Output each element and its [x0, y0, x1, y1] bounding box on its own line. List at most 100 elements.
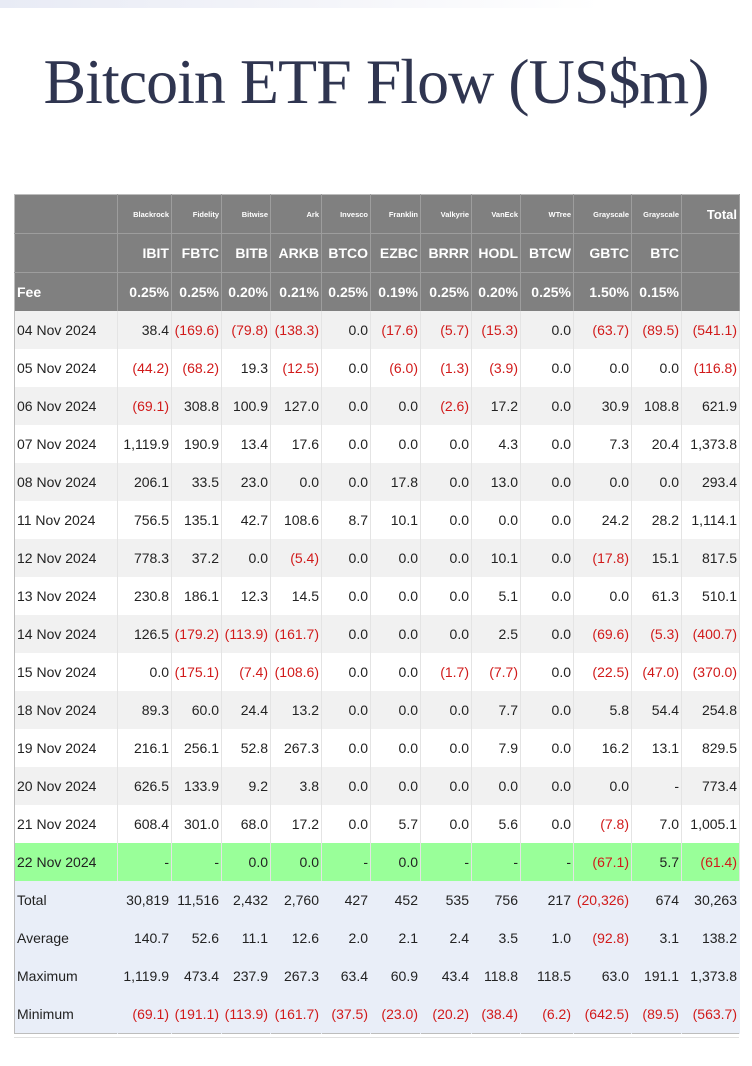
- flow-value: (89.5): [631, 311, 682, 349]
- flow-value: 5.6: [471, 805, 521, 843]
- flow-value: -: [171, 843, 222, 881]
- summary-value: (113.9): [221, 995, 271, 1034]
- summary-value: (161.7): [270, 995, 322, 1034]
- flow-value: (67.1): [573, 843, 632, 881]
- row-date: 21 Nov 2024: [14, 805, 118, 843]
- ticker-header: BRRR: [420, 233, 472, 273]
- flow-value: 12.3: [221, 577, 271, 615]
- summary-label: Average: [14, 919, 118, 957]
- summary-value: 2.4: [420, 919, 472, 957]
- summary-total: 30,263: [681, 881, 740, 919]
- header-corner: [14, 194, 118, 234]
- flow-value: 0.0: [520, 767, 574, 805]
- flow-value: 0.0: [573, 767, 632, 805]
- flow-row: 08 Nov 2024 206.1 33.5 23.0 0.0 0.0 17.8 0.0 13.…: [14, 463, 740, 501]
- summary-value: (37.5): [321, 995, 371, 1034]
- flow-value: (69.1): [117, 387, 172, 425]
- flow-value: 0.0: [520, 577, 574, 615]
- flow-value: 0.0: [370, 425, 421, 463]
- flow-row: 06 Nov 2024 (69.1) 308.8 100.9 127.0 0.0 0.0 (2…: [14, 387, 740, 425]
- flow-value: 17.6: [270, 425, 322, 463]
- flow-value: 0.0: [520, 615, 574, 653]
- flow-value: 0.0: [321, 805, 371, 843]
- summary-value: 535: [420, 881, 472, 919]
- flow-value: 0.0: [321, 425, 371, 463]
- flow-value: 0.0: [520, 691, 574, 729]
- flow-value: 42.7: [221, 501, 271, 539]
- flow-value: -: [631, 767, 682, 805]
- flow-value: 89.3: [117, 691, 172, 729]
- flow-value: 608.4: [117, 805, 172, 843]
- summary-value: 52.6: [171, 919, 222, 957]
- flow-value: 28.2: [631, 501, 682, 539]
- flow-value: 778.3: [117, 539, 172, 577]
- flow-value: 0.0: [573, 463, 632, 501]
- flow-value: 2.5: [471, 615, 521, 653]
- ticker-header: BTCW: [520, 233, 574, 273]
- flow-value: 0.0: [321, 767, 371, 805]
- flow-row: 05 Nov 2024 (44.2) (68.2) 19.3 (12.5) 0.0 (6.0…: [14, 349, 740, 387]
- flow-value: (1.7): [420, 653, 472, 691]
- page-title: Bitcoin ETF Flow (US$m): [43, 46, 709, 117]
- flow-value: (7.4): [221, 653, 271, 691]
- flow-value: 4.3: [471, 425, 521, 463]
- row-total: 293.4: [681, 463, 740, 501]
- fee-value: 0.25%: [171, 272, 222, 311]
- flow-value: 5.8: [573, 691, 632, 729]
- summary-value: 3.5: [471, 919, 521, 957]
- summary-value: (6.2): [520, 995, 574, 1034]
- row-date: 04 Nov 2024: [14, 311, 118, 349]
- row-total: 773.4: [681, 767, 740, 805]
- row-total: 817.5: [681, 539, 740, 577]
- row-total: (400.7): [681, 615, 740, 653]
- row-total: (541.1): [681, 311, 740, 349]
- etf-flow-table: Blackrock Fidelity Bitwise Ark Invesco Frankl…: [14, 194, 740, 1034]
- flow-value: 186.1: [171, 577, 222, 615]
- flow-value: 20.4: [631, 425, 682, 463]
- summary-value: (92.8): [573, 919, 632, 957]
- flow-value: 626.5: [117, 767, 172, 805]
- flow-value: 0.0: [520, 501, 574, 539]
- flow-value: 3.8: [270, 767, 322, 805]
- flow-value: 100.9: [221, 387, 271, 425]
- flow-row: 21 Nov 2024 608.4 301.0 68.0 17.2 0.0 5.7 0.0 5.…: [14, 805, 740, 843]
- flow-value: 0.0: [321, 539, 371, 577]
- flow-value: (7.7): [471, 653, 521, 691]
- ticker-header: BTCO: [321, 233, 371, 273]
- flow-value: 0.0: [420, 463, 472, 501]
- summary-label: Total: [14, 881, 118, 919]
- row-date: 05 Nov 2024: [14, 349, 118, 387]
- fee-value: 0.25%: [520, 272, 574, 311]
- summary-value: 30,819: [117, 881, 172, 919]
- flow-value: 0.0: [270, 463, 322, 501]
- flow-value: 0.0: [370, 577, 421, 615]
- flow-value: 0.0: [471, 501, 521, 539]
- flow-value: 17.2: [270, 805, 322, 843]
- flow-value: 0.0: [573, 349, 632, 387]
- flow-value: (47.0): [631, 653, 682, 691]
- row-date: 19 Nov 2024: [14, 729, 118, 767]
- row-date: 22 Nov 2024: [14, 843, 118, 881]
- row-date: 20 Nov 2024: [14, 767, 118, 805]
- flow-value: 17.2: [471, 387, 521, 425]
- ticker-header: BITB: [221, 233, 271, 273]
- flow-value: 0.0: [370, 691, 421, 729]
- flow-value: 0.0: [520, 463, 574, 501]
- flow-value: 267.3: [270, 729, 322, 767]
- flow-value: (5.4): [270, 539, 322, 577]
- flow-value: (44.2): [117, 349, 172, 387]
- flow-value: 0.0: [520, 311, 574, 349]
- header-blank: [681, 272, 740, 311]
- flow-value: 0.0: [321, 729, 371, 767]
- flow-value: (17.6): [370, 311, 421, 349]
- flow-value: 0.0: [321, 615, 371, 653]
- flow-value: 0.0: [321, 653, 371, 691]
- issuer-header: Valkyrie: [420, 194, 472, 234]
- flow-value: 206.1: [117, 463, 172, 501]
- summary-value: (20.2): [420, 995, 472, 1034]
- flow-value: 256.1: [171, 729, 222, 767]
- flow-value: (5.3): [631, 615, 682, 653]
- flow-value: 8.7: [321, 501, 371, 539]
- flow-value: 9.2: [221, 767, 271, 805]
- flow-value: 0.0: [370, 615, 421, 653]
